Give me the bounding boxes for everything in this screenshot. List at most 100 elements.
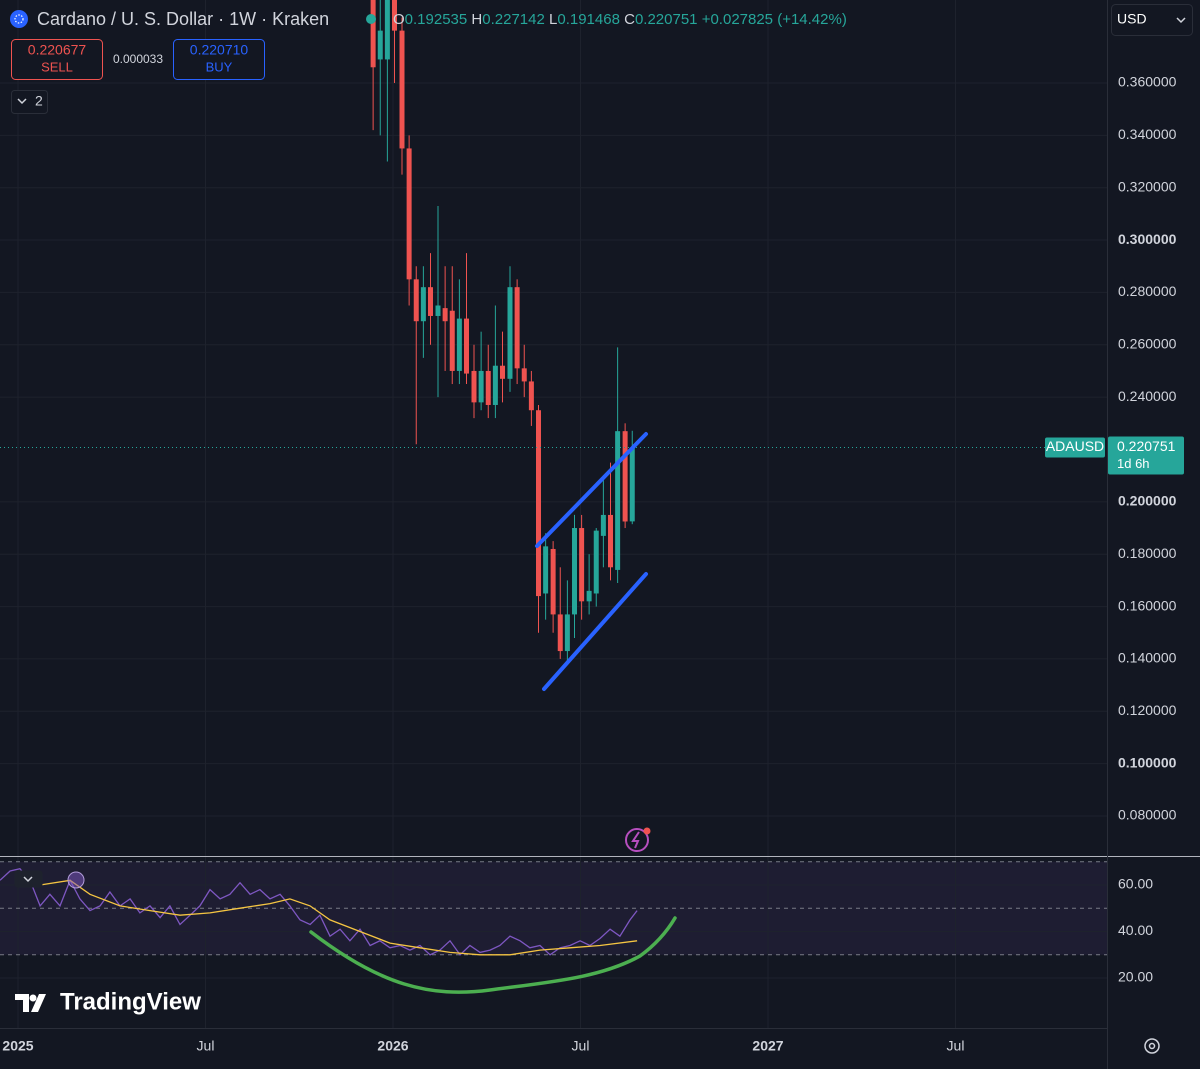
y-tick-label: 0.180000 (1118, 545, 1177, 561)
candle-body (622, 431, 628, 522)
candle-body (392, 0, 397, 31)
y-tick-label: 0.140000 (1118, 650, 1177, 666)
candle-body (550, 548, 556, 615)
drawings (309, 432, 677, 994)
candle-body (428, 287, 433, 316)
candle-body (572, 528, 577, 615)
grid (0, 0, 1107, 1028)
y-tick-label: 0.340000 (1118, 126, 1177, 142)
rsi-tick-label: 60.00 (1118, 876, 1153, 892)
candle-body (586, 590, 592, 602)
rsi-pane (0, 861, 1107, 956)
rsi-curve-drawing (309, 916, 677, 994)
ohlc-change: +0.027825 (+14.42%) (702, 11, 847, 28)
price-tag-countdown: 1d 6h (1117, 456, 1150, 471)
indicators-toggle[interactable] (11, 90, 48, 114)
watermark: TradingView (60, 988, 201, 1015)
candle-body (464, 318, 469, 374)
x-tick-label: Jul (947, 1038, 965, 1054)
spread: 0.000033 (113, 52, 163, 66)
candle-body (507, 287, 513, 379)
y-tick-label: 0.080000 (1118, 807, 1177, 823)
ticker-tag (1045, 437, 1105, 458)
candle-body (420, 287, 426, 322)
x-tick-label: 2027 (752, 1038, 783, 1054)
y-tick-label: 0.240000 (1118, 388, 1177, 404)
symbol-title[interactable]: Cardano / U. S. Dollar · 1W · Kraken (37, 9, 329, 29)
candle-body (528, 381, 534, 411)
candle-body (449, 310, 455, 371)
settings-icon (1148, 1042, 1156, 1050)
ohlc-c-label: C (624, 11, 635, 28)
axes: 2025 Jul 2026 Jul 2027 Jul 0.360000 0.340000 0.3… (2, 74, 1184, 1054)
ohlc-l-value: 0.191468 (557, 11, 620, 28)
candle-body (456, 318, 462, 371)
candle-body (492, 365, 498, 405)
market-status (366, 14, 376, 24)
y-tick-label: 0.120000 (1118, 702, 1177, 718)
settings-button[interactable] (1144, 1038, 1160, 1054)
candle-body (384, 0, 390, 60)
candle-body (377, 30, 383, 60)
alerts-icon[interactable] (625, 828, 649, 852)
candle-body (593, 530, 599, 594)
candle-body (413, 279, 419, 322)
buy-price: 0.220710 (190, 42, 249, 58)
candle-body (564, 614, 570, 652)
alerts-bolt (631, 831, 640, 849)
candle-body (514, 287, 520, 369)
candle-body (579, 528, 585, 602)
candle-body (608, 514, 613, 568)
rsi-icon[interactable] (67, 871, 85, 889)
x-tick-label: Jul (197, 1038, 215, 1054)
symbol-logo[interactable] (10, 10, 28, 28)
y-tick-label: 0.260000 (1118, 335, 1177, 351)
candle-body (536, 410, 541, 597)
ohlc-h-label: H (471, 11, 482, 28)
rsi-line (39, 879, 638, 956)
watermark-logo-dot (29, 994, 37, 1002)
candle-body (442, 308, 448, 322)
channel-upper (535, 432, 648, 548)
rsi-tick-label: 20.00 (1118, 969, 1153, 985)
buy-label: BUY (206, 59, 233, 74)
y-tick-label: 0.360000 (1118, 74, 1177, 90)
candle-body (600, 514, 606, 536)
rsi-line (0, 867, 638, 956)
y-tick-label: 0.160000 (1118, 597, 1177, 613)
buy-button[interactable] (173, 39, 265, 80)
candle-body (406, 148, 412, 280)
symbol-logo-mark (14, 14, 24, 24)
ticker-tag-label: ADAUSD (1046, 438, 1104, 454)
rsi-tick-label: 40.00 (1118, 922, 1153, 938)
candle-body (435, 305, 441, 316)
sell-label: SELL (41, 59, 73, 74)
candle-body (615, 431, 621, 570)
alerts-dot (643, 827, 651, 835)
candle-body (629, 447, 635, 522)
y-tick-label: 0.280000 (1118, 283, 1177, 299)
indicators-count: 2 (35, 93, 43, 109)
currency-select[interactable] (1111, 4, 1193, 36)
ohlc-l-label: L (549, 11, 557, 28)
candle-body (500, 365, 505, 379)
currency-label: USD (1117, 11, 1147, 27)
price-tag-value: 0.220751 (1117, 438, 1176, 454)
price-tag (1108, 436, 1184, 475)
chevron (23, 876, 33, 883)
ohlc-o-value: 0.192535 (405, 11, 468, 28)
chevron (1176, 17, 1186, 24)
sell-price: 0.220677 (28, 42, 87, 58)
ohlc-o-label: O (393, 11, 405, 28)
sell-button[interactable] (11, 39, 103, 80)
ohlc-legend: O0.192535 H0.227142 L0.191468 C0.220751 … (393, 11, 847, 28)
candle-body (521, 368, 527, 382)
candle-body (557, 614, 563, 652)
candle-body (399, 30, 405, 149)
rsi-collapse[interactable] (14, 870, 43, 888)
x-tick-label: 2026 (377, 1038, 408, 1054)
x-tick-label: Jul (572, 1038, 590, 1054)
x-tick-label: 2025 (2, 1038, 33, 1054)
y-tick-label: 0.300000 (1118, 231, 1177, 247)
